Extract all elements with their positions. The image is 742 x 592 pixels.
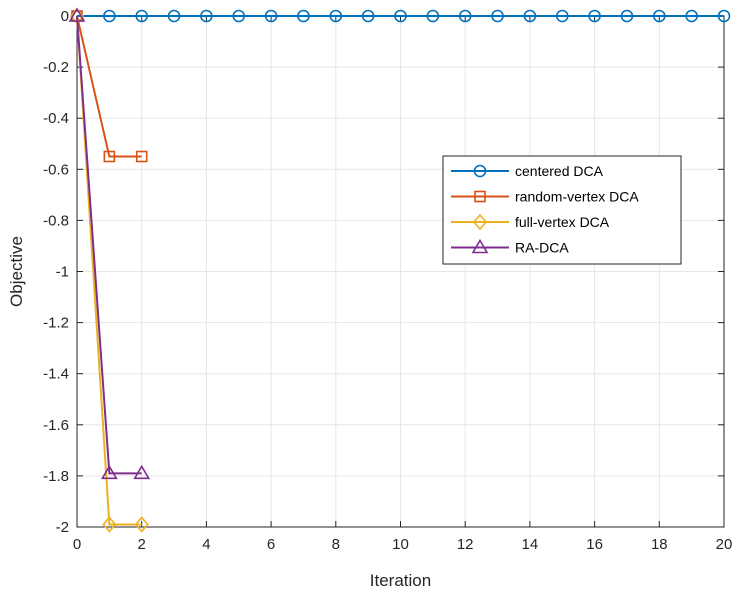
data-point-circle bbox=[135, 9, 148, 23]
y-tick-label: -1.6 bbox=[43, 417, 69, 434]
legend-marker-diamond bbox=[472, 213, 488, 231]
x-tick-label: 4 bbox=[202, 536, 210, 553]
data-point-diamond bbox=[102, 516, 117, 533]
y-tick-label: 0 bbox=[61, 8, 69, 25]
data-point-circle bbox=[264, 9, 278, 23]
legend-marker-circle bbox=[473, 164, 487, 178]
series-line bbox=[76, 15, 142, 475]
y-tick-label: -1.2 bbox=[43, 315, 69, 332]
y-axis-ticks: 0 -0.2 -0.4 -0.6 -0.8 -1 -1.2 -1.4 -1.6 -1.8 -2 bbox=[43, 8, 724, 536]
data-point-circle bbox=[167, 9, 181, 23]
data-point-triangle bbox=[133, 464, 151, 480]
series-circle bbox=[70, 9, 731, 23]
x-tick-label: 10 bbox=[392, 536, 409, 553]
legend-label: centered DCA bbox=[515, 163, 604, 179]
legend: centered DCA random-vertex DCA full-vertex… bbox=[442, 155, 682, 265]
data-point-circle bbox=[361, 9, 375, 23]
data-point-square bbox=[135, 150, 148, 163]
data-point-square bbox=[103, 150, 116, 163]
data-point-circle bbox=[652, 9, 666, 23]
x-tick-label: 18 bbox=[651, 536, 668, 553]
series-triangle bbox=[68, 7, 151, 480]
series-line bbox=[76, 15, 142, 158]
y-axis-label: Objective bbox=[7, 236, 26, 307]
y-tick-label: -1.4 bbox=[43, 366, 69, 383]
y-tick-label: -0.2 bbox=[43, 59, 69, 76]
data-point-circle bbox=[297, 9, 310, 23]
data-point-circle bbox=[491, 9, 504, 23]
x-tick-label: 8 bbox=[332, 536, 340, 553]
legend-label: random-vertex DCA bbox=[515, 189, 639, 205]
data-point-circle bbox=[103, 9, 116, 23]
data-point-triangle bbox=[100, 464, 118, 480]
data-point-circle bbox=[717, 9, 731, 23]
x-tick-label: 2 bbox=[138, 536, 146, 553]
data-point-circle bbox=[426, 9, 440, 23]
data-point-diamond bbox=[134, 516, 149, 533]
legend-marker-triangle bbox=[471, 238, 489, 254]
y-tick-label: -2 bbox=[56, 519, 69, 536]
series-line bbox=[76, 15, 142, 526]
legend-entry: full-vertex DCA bbox=[451, 213, 610, 231]
legend-marker-square bbox=[474, 190, 486, 203]
data-point-circle bbox=[232, 9, 246, 23]
data-point-circle bbox=[329, 9, 343, 23]
legend-entry: centered DCA bbox=[451, 163, 604, 179]
x-tick-label: 16 bbox=[586, 536, 603, 553]
x-tick-label: 6 bbox=[267, 536, 275, 553]
legend-entry: RA-DCA bbox=[451, 238, 569, 256]
x-tick-label: 20 bbox=[716, 536, 733, 553]
legend-entry: random-vertex DCA bbox=[451, 189, 639, 205]
data-point-circle bbox=[685, 9, 698, 23]
series-layer bbox=[68, 7, 731, 533]
data-point-circle bbox=[394, 9, 407, 23]
data-point-circle bbox=[200, 9, 213, 23]
data-point-circle bbox=[555, 9, 569, 23]
legend-label: RA-DCA bbox=[515, 240, 569, 256]
data-point-circle bbox=[523, 9, 537, 23]
y-tick-label: -1 bbox=[56, 264, 69, 281]
data-point-circle bbox=[458, 9, 472, 23]
data-point-circle bbox=[588, 9, 601, 23]
legend-label: full-vertex DCA bbox=[515, 214, 610, 230]
y-tick-label: -0.8 bbox=[43, 212, 69, 229]
y-tick-label: -1.8 bbox=[43, 468, 69, 485]
y-tick-label: -0.6 bbox=[43, 161, 69, 178]
x-tick-label: 14 bbox=[522, 536, 539, 553]
x-tick-label: 12 bbox=[457, 536, 474, 553]
x-axis-label: Iteration bbox=[370, 571, 431, 590]
data-point-triangle bbox=[68, 7, 86, 22]
x-tick-label: 0 bbox=[73, 536, 81, 553]
data-point-circle bbox=[620, 9, 634, 23]
y-tick-label: -0.4 bbox=[43, 110, 69, 127]
x-axis-ticks: 0 2 4 6 8 10 12 14 16 18 20 bbox=[73, 16, 733, 553]
